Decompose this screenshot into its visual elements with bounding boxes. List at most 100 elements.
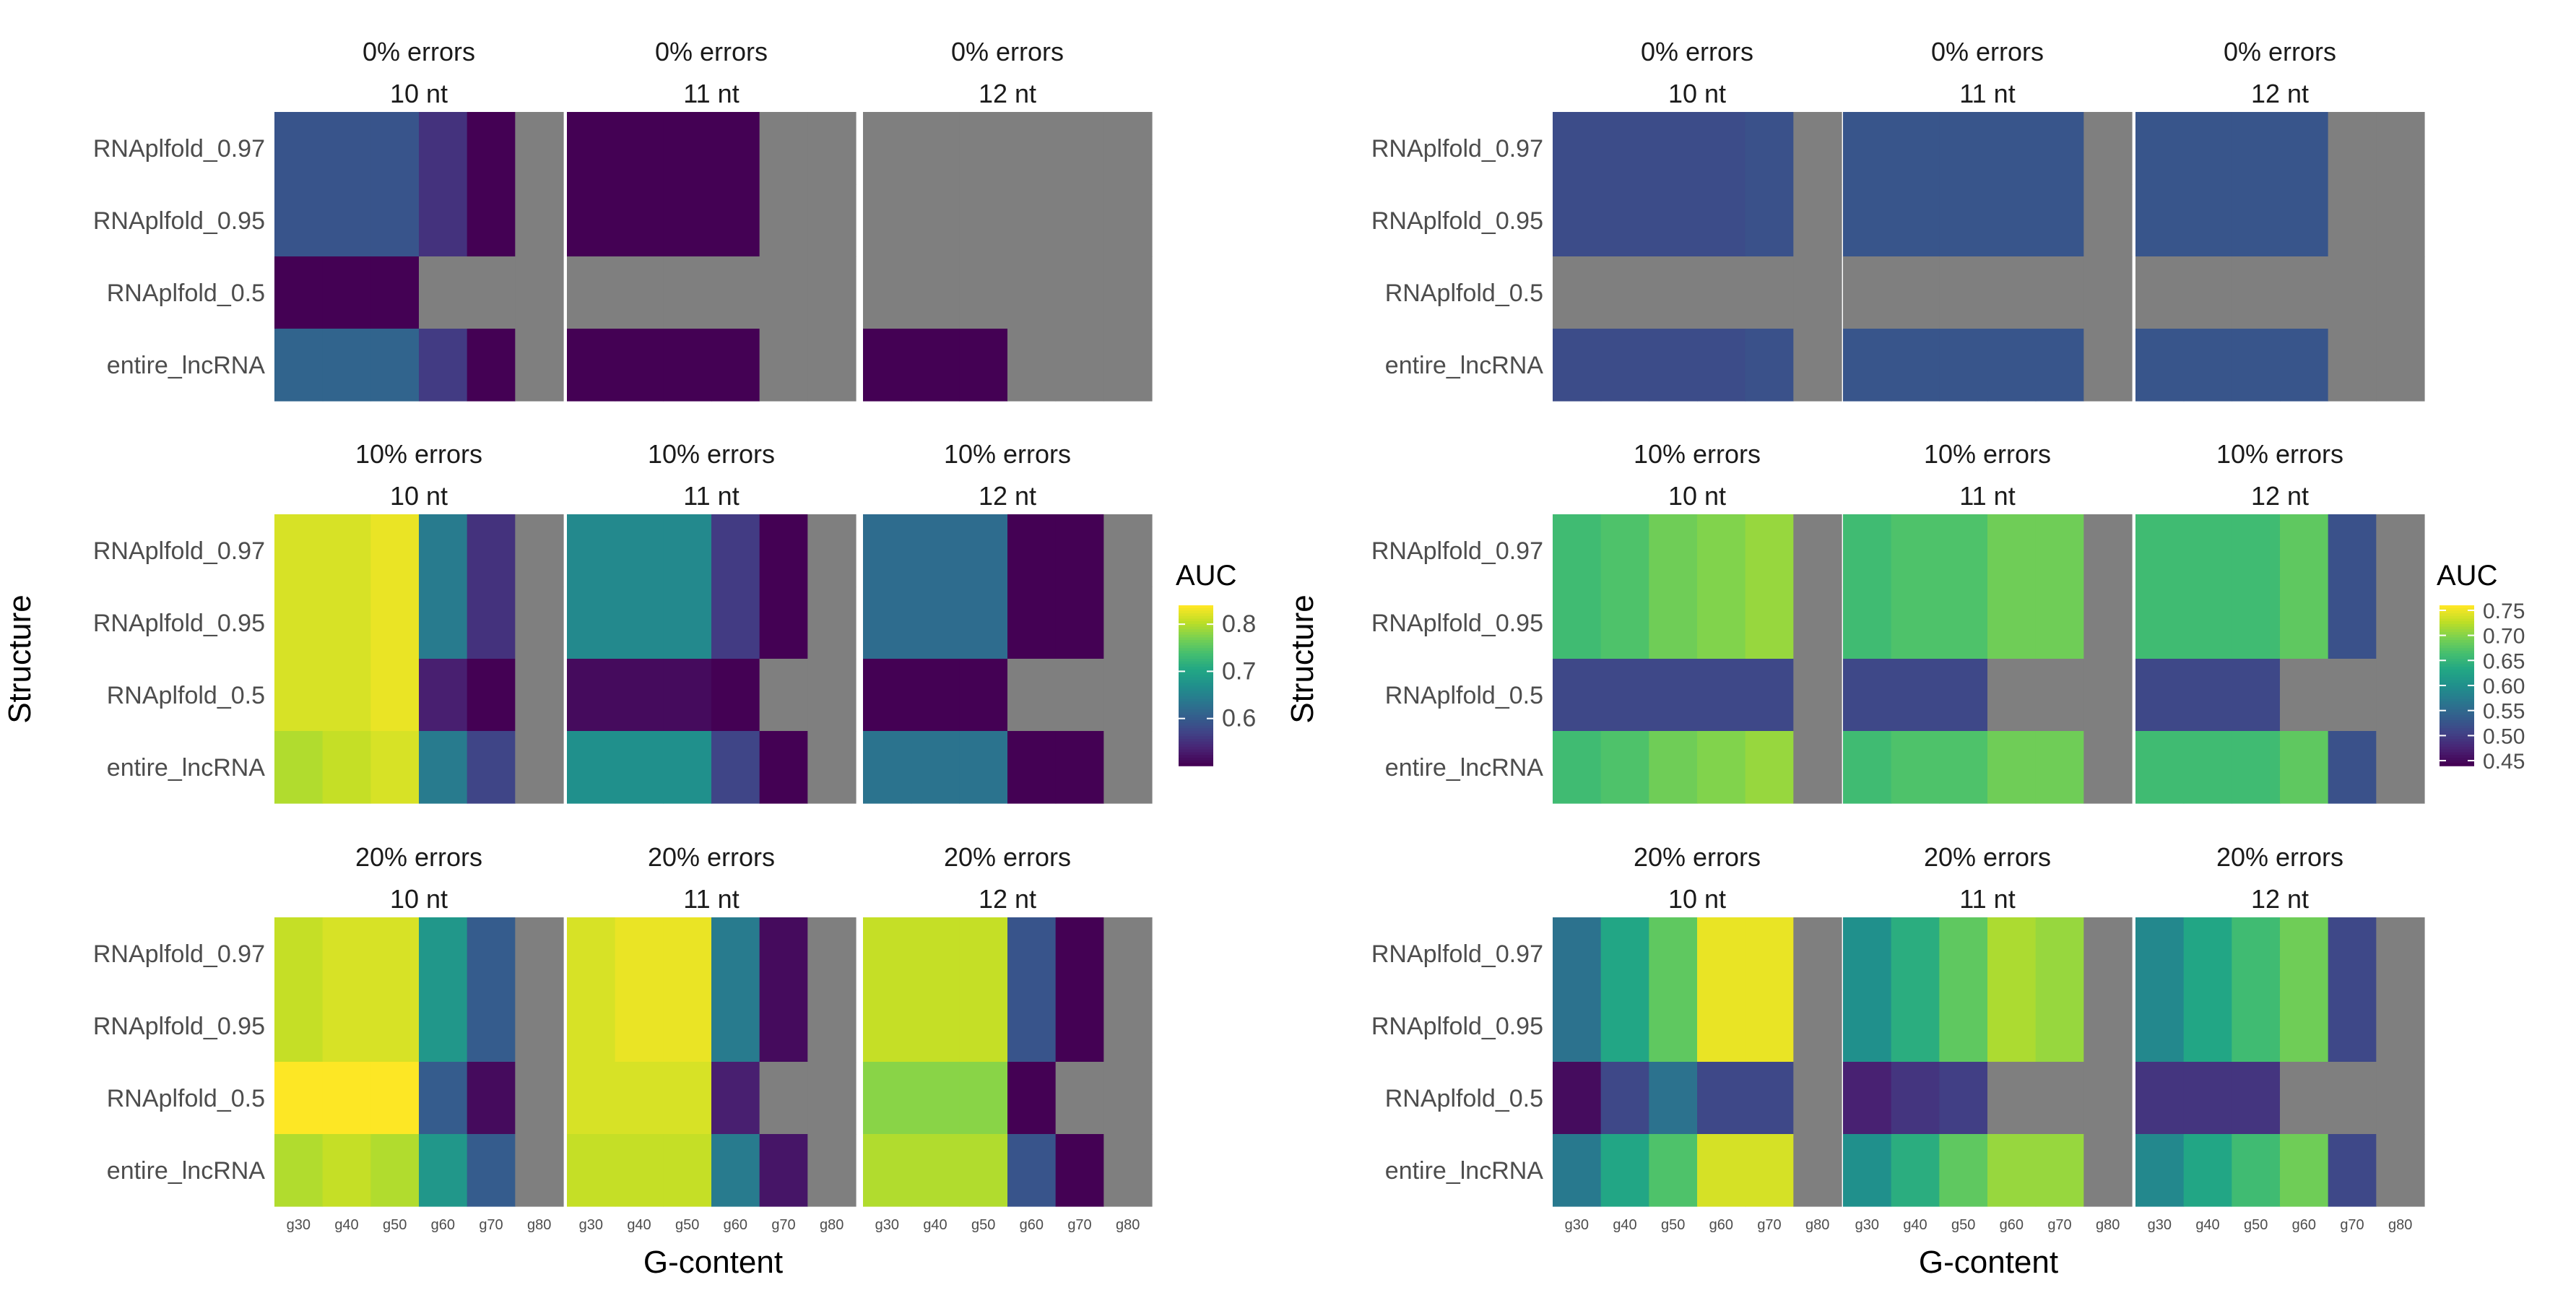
heatmap-cell [1103,1134,1153,1207]
legend-gradient-step [1179,755,1213,758]
legend-gradient-step [1179,685,1213,689]
heatmap-cell [419,731,468,804]
legend-gradient-step [2440,763,2474,766]
facet-strip-errors: 20% errors [2216,842,2343,872]
heatmap-cell [1103,329,1153,402]
heatmap-cell [1939,329,1988,402]
heatmap-cell [1553,917,1602,990]
heatmap-cell [1697,329,1746,402]
heatmap-cell [807,731,857,804]
heatmap-cell [2183,329,2232,402]
legend-gradient-step [2440,607,2474,612]
facet-strip-length: 11 nt [683,79,739,108]
heatmap-cell [1843,112,1892,185]
heatmap-cell [274,659,324,732]
legend-gradient-step [1179,733,1213,737]
heatmap-cell [759,112,808,185]
heatmap-cell [370,256,420,329]
x-tick-label: g30 [2148,1217,2172,1233]
heatmap-cell [2280,1134,2329,1207]
heatmap-cell [2183,256,2232,329]
heatmap-cell [1600,329,1649,402]
x-tick-label: g60 [1709,1217,1733,1233]
heatmap-cell [322,184,371,257]
x-tick-label: g80 [2388,1217,2412,1233]
heatmap-cell [2376,329,2425,402]
legend-gradient-step [1179,720,1213,724]
x-tick-label: g50 [971,1217,995,1233]
heatmap-cell [1987,659,2037,732]
heatmap-cell [863,184,912,257]
heatmap-cell [515,112,564,185]
legend-gradient-step [2440,680,2474,684]
heatmap-cell [2280,587,2329,659]
heatmap-cell [2083,1062,2133,1135]
heatmap-cell [863,1134,912,1207]
heatmap-cell [567,1062,616,1135]
heatmap-cell [1891,587,1940,659]
heatmap-cell [711,990,760,1063]
heatmap-cell [1843,1062,1892,1135]
legend-gradient-step [2440,706,2474,711]
legend-gradient-step [1179,677,1213,681]
heatmap-cell [2376,256,2425,329]
x-axis-title: G-content [1919,1245,2058,1280]
legend-gradient-step [2440,733,2474,737]
heatmap-cell [1649,659,1698,732]
heatmap-cell [2328,514,2377,587]
heatmap-cell [274,731,324,804]
heatmap-cell [2135,659,2185,732]
facet-strip-errors: 0% errors [655,37,768,66]
heatmap-cell [274,587,324,659]
legend-gradient-step [1179,722,1213,727]
heatmap-cell [711,514,760,587]
heatmap-cell [959,659,1008,732]
legend-gradient-step [1179,642,1213,646]
heatmap-cell [1600,659,1649,732]
heatmap-cell [911,514,960,587]
heatmap-cell [1103,659,1153,732]
heatmap-cell [1055,990,1104,1063]
facet-2-2: 10% errors 11 nt [1843,439,2133,804]
heatmap-cell [663,917,712,990]
heatmap-cell [1055,256,1104,329]
legend-gradient-step [1179,749,1213,753]
heatmap-cell [959,587,1008,659]
heatmap-cell [2376,587,2425,659]
heatmap-cell [2232,659,2281,732]
heatmap-cell [274,1134,324,1207]
legend-gradient-step [2440,709,2474,713]
heatmap-cell [2280,990,2329,1063]
y-tick-label: RNAplfold_0.97 [1371,135,1543,163]
heatmap-cell [370,587,420,659]
x-tick-label: g40 [2195,1217,2219,1233]
heatmap-cell [911,731,960,804]
legend-gradient-step [2440,717,2474,721]
heatmap-cell [370,1062,420,1135]
heatmap-cell [2083,731,2133,804]
heatmap-cell [1843,659,1892,732]
y-tick-label: RNAplfold_0.95 [1371,610,1543,637]
heatmap-cell [1939,112,1988,185]
heatmap-cell [1553,587,1602,659]
legend-gradient-step [2440,747,2474,750]
legend-gradient-step [1179,744,1213,748]
facet-3-2: 20% errors 11 nt g30 g40 g50 g60 g70 g80 [1843,842,2133,1233]
x-tick-label: g60 [724,1217,747,1233]
heatmap-cell [807,256,857,329]
heatmap-cell [1103,514,1153,587]
heatmap-cell [1697,514,1746,587]
legend-gradient-step [2440,712,2474,716]
heatmap-cell [2083,659,2133,732]
heatmap-cell [2376,731,2425,804]
legend-gradient-step [1179,656,1213,659]
heatmap-cell [1553,1134,1602,1207]
heatmap-cell [1793,329,1842,402]
legend-gradient-step [1179,701,1213,705]
facet-strip-errors: 20% errors [1924,842,2051,872]
heatmap-cell [2035,731,2084,804]
x-tick-label: g70 [2340,1217,2364,1233]
heatmap-cell [911,112,960,185]
heatmap-cell [759,990,808,1063]
heatmap-cell [2328,587,2377,659]
